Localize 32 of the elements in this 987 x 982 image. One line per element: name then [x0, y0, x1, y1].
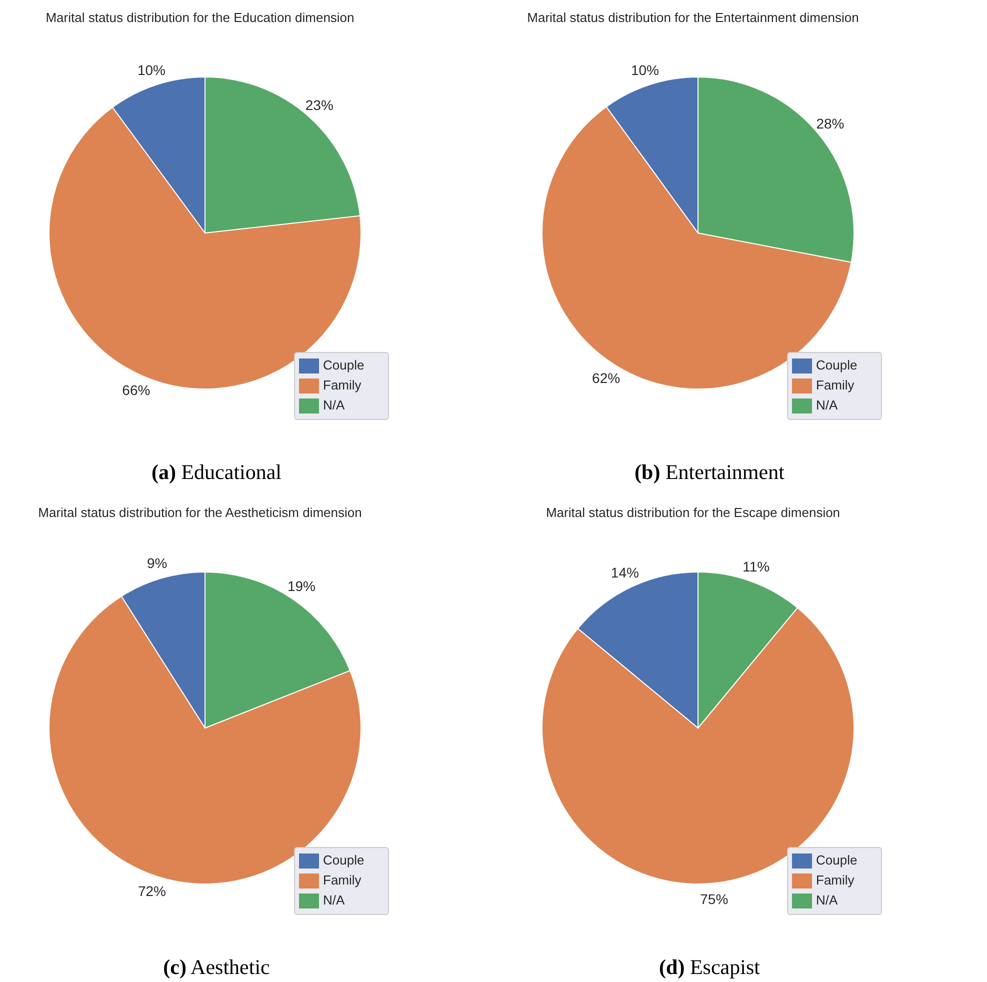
data-label: 19% — [287, 578, 316, 594]
chart-title: Marital status distribution for the Entertainment dimension — [526, 10, 860, 25]
text: (a) Educational — [150, 460, 283, 485]
text: (b) Entertainment — [634, 460, 786, 485]
data-label: 14% — [610, 564, 639, 581]
data-label: 66% — [122, 382, 150, 398]
legend-label: Family — [323, 872, 362, 888]
legend-label: Family — [323, 377, 362, 392]
data-label: 23% — [305, 97, 334, 114]
data-label: 62% — [592, 370, 620, 386]
data-label: 9% — [147, 555, 168, 572]
legend-label: N/A — [323, 397, 345, 412]
legend-label: Couple — [323, 852, 364, 868]
data-label: 11% — [742, 558, 770, 575]
legend-label: N/A — [323, 892, 345, 908]
chart-title: Marital status distribution for the Escape dimension — [544, 505, 842, 520]
legend-label: N/A — [816, 892, 838, 908]
text: (d) Escapist — [658, 955, 761, 980]
chart-title: Marital status distribution for the Aestheticism dimension — [37, 505, 363, 520]
data-label: 10% — [630, 62, 659, 78]
legend-label: Couple — [816, 357, 858, 372]
text: (c) Aesthetic — [162, 955, 271, 980]
legend-label: N/A — [816, 397, 838, 412]
legend-label: Family — [816, 377, 854, 392]
legend-label: Couple — [816, 852, 858, 868]
legend-label: Family — [816, 872, 854, 888]
chart-title: Marital status distribution for the Education dimension — [44, 10, 356, 25]
data-label: 75% — [700, 890, 728, 907]
data-label: 28% — [816, 116, 844, 132]
data-label: 72% — [138, 883, 166, 900]
legend-label: Couple — [323, 357, 364, 372]
data-label: 10% — [137, 62, 166, 78]
